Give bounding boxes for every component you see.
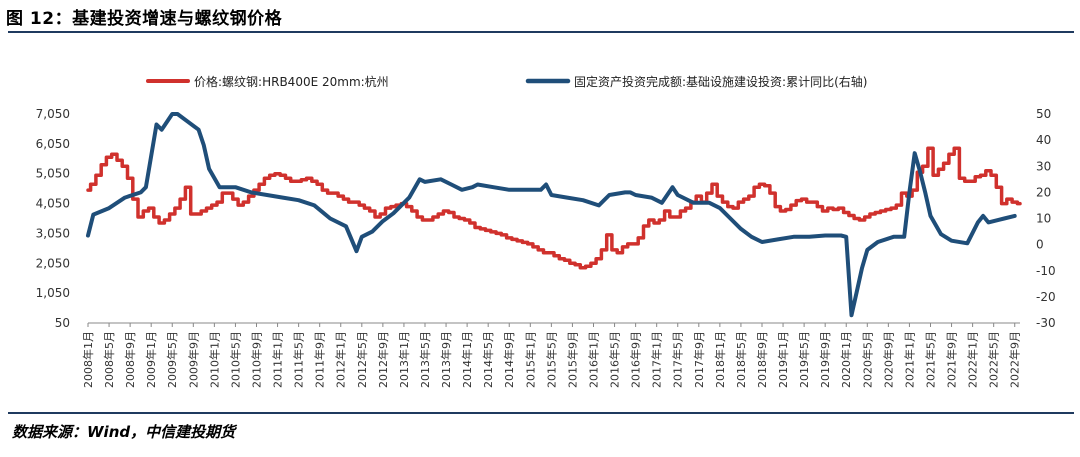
legend: 价格:螺纹钢:HRB400E 20mm:杭州 固定资产投资完成额:基础设施建设投资… <box>146 74 867 89</box>
x-tick-label: 2008年5月 <box>102 331 116 388</box>
x-tick-label: 2018年9月 <box>755 331 769 388</box>
legend-label: 固定资产投资完成额:基础设施建设投资:累计同比(右轴) <box>574 74 867 89</box>
x-tick-label: 2013年5月 <box>418 331 432 388</box>
right-tick-label: 30 <box>1036 159 1051 173</box>
x-tick-label: 2008年9月 <box>123 331 137 388</box>
x-tick-label: 2014年5月 <box>481 331 495 388</box>
x-tick-label: 2021年5月 <box>923 331 937 388</box>
x-tick-label: 2022年1月 <box>966 331 980 388</box>
x-tick-label: 2015年9月 <box>565 331 579 388</box>
right-tick-label: 40 <box>1036 133 1051 147</box>
figure-title: 图 12：基建投资增速与螺纹钢价格 <box>6 9 283 29</box>
x-tick-label: 2021年1月 <box>902 331 916 388</box>
x-tick-label: 2013年1月 <box>397 331 411 388</box>
x-tick-label: 2020年9月 <box>881 331 895 388</box>
x-tick-label: 2011年9月 <box>313 331 327 388</box>
x-tick-label: 2016年1月 <box>586 331 600 388</box>
x-tick-label: 2009年1月 <box>144 331 158 388</box>
x-tick-label: 2012年5月 <box>355 331 369 388</box>
x-axis: 2008年1月 2008年5月 2008年9月 2009年1月 2009年5月 2009年… <box>81 322 1022 388</box>
x-tick-label: 2017年5月 <box>671 331 685 388</box>
title-rule <box>8 31 1074 33</box>
x-tick-label: 2014年9月 <box>502 331 516 388</box>
right-tick-label: 20 <box>1036 185 1051 199</box>
left-tick-label: 1,050 <box>36 286 70 300</box>
x-tick-label: 2010年9月 <box>249 331 263 388</box>
x-tick-label: 2014年1月 <box>460 331 474 388</box>
x-tick-label: 2019年5月 <box>797 331 811 388</box>
x-tick-label: 2015年5月 <box>544 331 558 388</box>
left-tick-label: 7,050 <box>36 107 70 121</box>
source-rule <box>8 412 1074 414</box>
left-axis: 50 1,050 2,050 3,050 4,050 5,050 6,050 7,050 <box>36 107 70 330</box>
left-tick-label: 6,050 <box>36 137 70 151</box>
x-tick-label: 2022年5月 <box>987 331 1001 388</box>
x-tick-label: 2011年5月 <box>292 331 306 388</box>
right-tick-label: 50 <box>1036 107 1051 121</box>
left-tick-label: 50 <box>55 316 70 330</box>
series-line-rebar-price <box>86 146 1022 270</box>
x-tick-label: 2019年1月 <box>776 331 790 388</box>
series-line-infrastructure <box>86 112 1017 318</box>
x-tick-label: 2010年5月 <box>228 331 242 388</box>
right-tick-label: 10 <box>1036 212 1051 226</box>
line-chart: 50 1,050 2,050 3,050 4,050 5,050 6,050 7,050 -3… <box>36 74 1056 388</box>
x-tick-label: 2010年1月 <box>207 331 221 388</box>
x-tick-label: 2021年9月 <box>945 331 959 388</box>
right-tick-label: -20 <box>1036 290 1056 304</box>
x-tick-label: 2011年1月 <box>271 331 285 388</box>
x-tick-label: 2013年9月 <box>439 331 453 388</box>
x-tick-label: 2018年5月 <box>734 331 748 388</box>
x-tick-label: 2008年1月 <box>81 331 95 388</box>
x-tick-label: 2012年9月 <box>376 331 390 388</box>
left-tick-label: 2,050 <box>36 256 70 270</box>
right-tick-label: 0 <box>1036 238 1044 252</box>
left-tick-label: 3,050 <box>36 226 70 240</box>
x-tick-label: 2012年1月 <box>334 331 348 388</box>
x-tick-label: 2018年1月 <box>713 331 727 388</box>
right-tick-label: -30 <box>1036 316 1056 330</box>
left-tick-label: 4,050 <box>36 197 70 211</box>
right-tick-label: -10 <box>1036 264 1056 278</box>
source-note: 数据来源：Wind，中信建投期货 <box>12 423 236 441</box>
x-tick-label: 2017年1月 <box>650 331 664 388</box>
x-tick-label: 2020年1月 <box>839 331 853 388</box>
x-tick-label: 2015年1月 <box>523 331 537 388</box>
x-tick-label: 2022年9月 <box>1008 331 1022 388</box>
x-tick-label: 2019年9月 <box>818 331 832 388</box>
x-tick-label: 2017年9月 <box>692 331 706 388</box>
left-tick-label: 5,050 <box>36 167 70 181</box>
x-tick-label: 2016年5月 <box>608 331 622 388</box>
x-tick-label: 2020年5月 <box>860 331 874 388</box>
series-layer <box>86 112 1022 318</box>
x-tick-label: 2009年5月 <box>165 331 179 388</box>
right-axis: -30 -20 -10 0 10 20 30 40 50 <box>1036 107 1056 330</box>
x-tick-label: 2009年9月 <box>186 331 200 388</box>
legend-label: 价格:螺纹钢:HRB400E 20mm:杭州 <box>194 74 389 89</box>
x-tick-label: 2016年9月 <box>629 331 643 388</box>
